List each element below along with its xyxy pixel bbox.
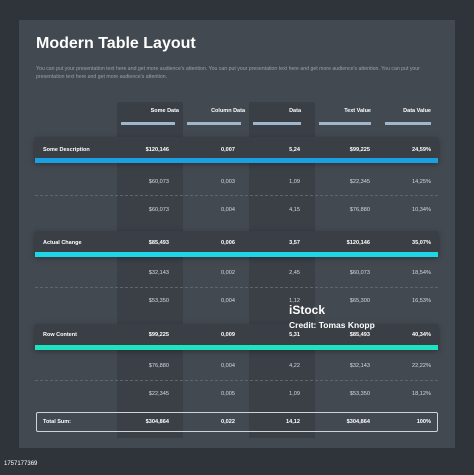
group-cell: 0,009 bbox=[221, 332, 235, 338]
group-accent-line bbox=[35, 252, 438, 257]
group-label: Actual Change bbox=[43, 240, 82, 246]
group-cell: $99,225 bbox=[148, 332, 169, 338]
header-cell bbox=[117, 104, 183, 130]
table-cell: $60,073 bbox=[148, 207, 169, 213]
table-cell: 4,15 bbox=[289, 207, 300, 213]
stock-id: 1757177369 bbox=[4, 461, 38, 467]
total-row bbox=[36, 412, 438, 432]
row-divider bbox=[35, 195, 438, 196]
watermark-brand: iStock bbox=[289, 303, 326, 317]
table-cell: $32,143 bbox=[148, 270, 169, 276]
group-cell: 35,07% bbox=[412, 240, 431, 246]
table-cell: 0,005 bbox=[221, 391, 235, 397]
header-underline bbox=[385, 122, 431, 125]
total-cell: 100% bbox=[416, 419, 431, 425]
table-cell: 14,25% bbox=[412, 179, 431, 185]
total-label: Total Sum: bbox=[43, 419, 72, 425]
table-cell: $22,345 bbox=[148, 391, 169, 397]
group-cell: $99,225 bbox=[349, 147, 370, 153]
group-cell: $85,493 bbox=[349, 332, 370, 338]
group-accent-line bbox=[35, 345, 438, 350]
table-cell: 0,002 bbox=[221, 270, 235, 276]
table-cell: 18,12% bbox=[412, 391, 431, 397]
table-cell: $53,350 bbox=[349, 391, 370, 397]
header-underline bbox=[319, 122, 371, 125]
watermark-credit: Credit: Tomas Knopp bbox=[289, 320, 375, 330]
total-cell: $304,864 bbox=[346, 419, 370, 425]
table-cell: 2,45 bbox=[289, 270, 300, 276]
column-header-text-value: Text Value bbox=[344, 108, 371, 114]
table-cell: $60,073 bbox=[148, 179, 169, 185]
description-text: You can put your presentation text here … bbox=[36, 66, 420, 80]
table-card: Modern Table Layout You can put your pre… bbox=[19, 20, 455, 448]
table-cell: $22,345 bbox=[349, 179, 370, 185]
group-row bbox=[35, 231, 438, 256]
group-cell: 0,006 bbox=[221, 240, 235, 246]
total-cell: 14,12 bbox=[286, 419, 300, 425]
table-cell: 0,004 bbox=[221, 207, 235, 213]
row-divider bbox=[35, 380, 438, 381]
table-cell: $32,143 bbox=[349, 363, 370, 369]
table-cell: 18,54% bbox=[412, 270, 431, 276]
column-header-data-value: Data Value bbox=[403, 108, 431, 114]
column-header-column-data: Column Data bbox=[211, 108, 245, 114]
group-label: Some Description bbox=[43, 147, 90, 153]
header-underline bbox=[253, 122, 301, 125]
table-cell: $60,073 bbox=[349, 270, 370, 276]
column-header-data: Data bbox=[289, 108, 301, 114]
group-cell: 5,24 bbox=[289, 147, 300, 153]
table-cell: $76,880 bbox=[349, 207, 370, 213]
row-divider bbox=[35, 287, 438, 288]
table-cell: $76,880 bbox=[148, 363, 169, 369]
group-label: Row Content bbox=[43, 332, 77, 338]
group-row bbox=[35, 324, 438, 349]
table-cell: 0,004 bbox=[221, 363, 235, 369]
group-cell: $120,146 bbox=[346, 240, 370, 246]
table-cell: 0,004 bbox=[221, 298, 235, 304]
group-accent-line bbox=[35, 158, 438, 163]
table-cell: 10,34% bbox=[412, 207, 431, 213]
group-cell: 24,59% bbox=[412, 147, 431, 153]
header-underline bbox=[187, 122, 241, 125]
group-row bbox=[35, 137, 438, 162]
group-cell: 5,31 bbox=[289, 332, 300, 338]
table-cell: 4,22 bbox=[289, 363, 300, 369]
table-cell: $53,350 bbox=[148, 298, 169, 304]
table-cell: 1,09 bbox=[289, 179, 300, 185]
table-cell: 0,003 bbox=[221, 179, 235, 185]
table-cell: 1,09 bbox=[289, 391, 300, 397]
column-header-some-data: Some Data bbox=[150, 108, 179, 114]
group-cell: $120,146 bbox=[145, 147, 169, 153]
group-cell: 3,57 bbox=[289, 240, 300, 246]
header-underline bbox=[121, 122, 175, 125]
total-cell: 0,022 bbox=[221, 419, 235, 425]
group-cell: 40,34% bbox=[412, 332, 431, 338]
group-cell: $85,493 bbox=[148, 240, 169, 246]
total-cell: $304,864 bbox=[145, 419, 169, 425]
table-cell: 16,53% bbox=[412, 298, 431, 304]
table-cell: 22,22% bbox=[412, 363, 431, 369]
header-cell bbox=[249, 104, 315, 130]
table-cell: $65,300 bbox=[349, 298, 370, 304]
table-cell: 1,12 bbox=[289, 298, 300, 304]
group-cell: 0,007 bbox=[221, 147, 235, 153]
page-title: Modern Table Layout bbox=[36, 35, 196, 52]
